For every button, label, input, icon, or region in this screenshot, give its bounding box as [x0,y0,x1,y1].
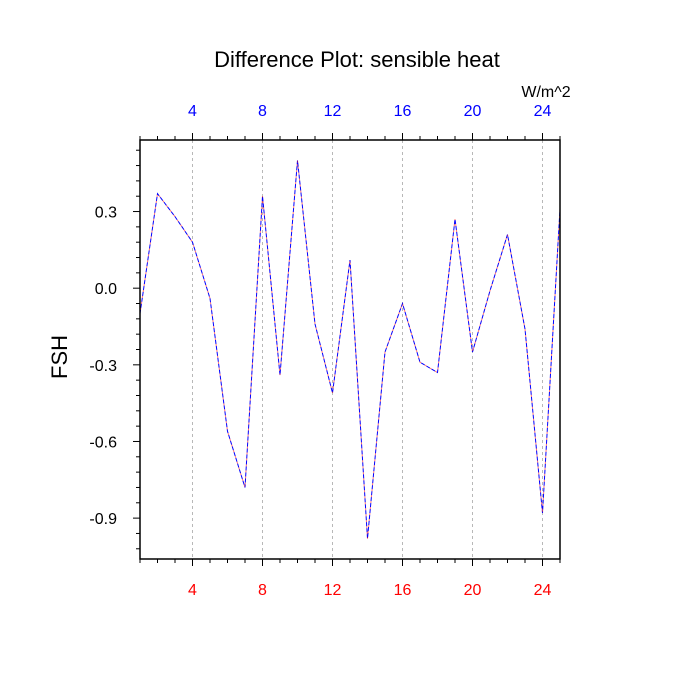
x-tick-label-bottom: 12 [324,582,342,599]
y-tick-label: -0.9 [89,511,117,528]
chart-title: Difference Plot: sensible heat [214,47,500,72]
x-tick-label-bottom: 24 [534,582,552,599]
x-tick-label-top: 16 [394,103,412,120]
series-line-overlay [140,160,560,539]
x-tick-label-bottom: 16 [394,582,412,599]
series-line [140,160,560,539]
x-tick-label-bottom: 8 [258,582,267,599]
y-tick-label: -0.3 [89,358,117,375]
x-tick-label-top: 8 [258,103,267,120]
x-tick-label-bottom: 4 [188,582,197,599]
y-tick-label: 0.3 [95,205,117,222]
y-tick-label: -0.6 [89,434,117,451]
plot-frame [139,139,561,560]
x-tick-label-top: 24 [534,103,552,120]
x-tick-label-bottom: 20 [464,582,482,599]
plot-area: 4 8 12 16 20 24 4 8 12 16 20 24 0.3 0.0 -0.3 -0.6 -0.9 [89,103,561,599]
y-tick-label: 0.0 [95,281,117,298]
units-label: W/m^2 [521,84,570,101]
x-tick-label-top: 4 [188,103,197,120]
x-tick-label-top: 12 [324,103,342,120]
y-axis-label: FSH [47,335,72,379]
x-tick-label-top: 20 [464,103,482,120]
